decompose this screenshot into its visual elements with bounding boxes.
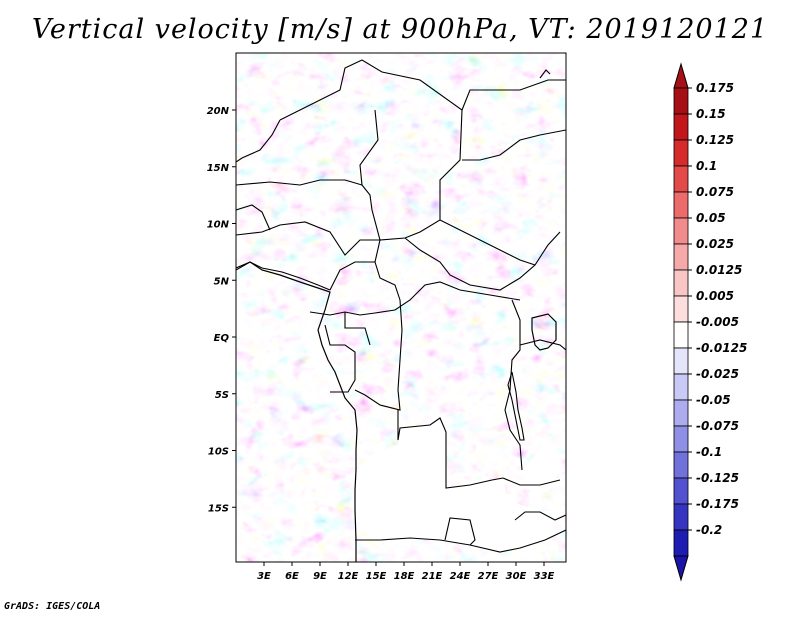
lon-tick-label: 21E <box>422 571 443 582</box>
colorbar-swatch <box>673 425 689 453</box>
colorbar-label: 0.1 <box>696 159 717 173</box>
colorbar-swatch <box>673 399 689 427</box>
colorbar-label: -0.175 <box>696 497 739 511</box>
colorbar-swatch <box>673 139 689 167</box>
colorbar-top-arrow <box>673 62 689 89</box>
map-title: Vertical velocity [m/s] at 900hPa, VT: 2… <box>31 14 769 45</box>
longitude-axis: 3E 6E 9E 12E 15E 18E 21E 24E 27E 30E 33E <box>257 562 555 582</box>
colorbar-swatch <box>673 347 689 375</box>
coastline <box>236 261 358 562</box>
lon-tick-label: 6E <box>285 571 299 582</box>
colorbar-swatch <box>673 321 689 349</box>
lat-tick-label: 15N <box>207 163 230 174</box>
colorbar-label: 0.075 <box>696 185 734 199</box>
colorbar-swatch <box>673 191 689 219</box>
lon-tick-label: 3E <box>257 571 271 582</box>
latitude-axis: 20N 15N 10N 5N EQ 5S 10S 15S <box>207 106 236 514</box>
colorbar-swatch <box>673 451 689 479</box>
lake-tanganyika <box>507 371 525 441</box>
lon-tick-label: 33E <box>534 571 555 582</box>
colorbar-swatch <box>673 269 689 297</box>
colorbar-swatch <box>673 477 689 505</box>
masked-terrain-area <box>355 418 555 552</box>
country-borders <box>236 59 566 553</box>
lon-tick-label: 27E <box>478 571 499 582</box>
colorbar-swatch <box>673 503 689 531</box>
colorbar-label: -0.005 <box>696 315 739 329</box>
lon-tick-label: 15E <box>366 571 387 582</box>
colorbar-label: -0.0125 <box>696 341 747 355</box>
colorbar: 0.175 0.15 0.125 0.1 0.075 0.05 0.025 0.0125 0.0… <box>673 62 747 582</box>
colorbar-label: -0.075 <box>696 419 739 433</box>
colorbar-swatch <box>673 165 689 193</box>
lon-tick-label: 9E <box>313 571 327 582</box>
colorbar-label: 0.05 <box>696 211 726 225</box>
lat-tick-label: 5S <box>215 390 229 401</box>
lon-tick-label: 30E <box>506 571 527 582</box>
colorbar-swatch <box>673 295 689 323</box>
colorbar-swatch <box>673 529 689 557</box>
colorbar-label: -0.1 <box>696 445 722 459</box>
lon-tick-label: 24E <box>450 571 471 582</box>
lat-tick-label: 20N <box>207 106 230 117</box>
colorbar-label: -0.05 <box>696 393 731 407</box>
colorbar-label: 0.005 <box>696 289 734 303</box>
lon-tick-label: 18E <box>394 571 415 582</box>
colorbar-swatch <box>673 87 689 115</box>
colorbar-label: 0.0125 <box>696 263 742 277</box>
lake-victoria <box>531 313 557 351</box>
lat-tick-label: EQ <box>214 333 230 344</box>
lon-tick-label: 12E <box>338 571 359 582</box>
colorbar-bottom-arrow <box>673 555 689 582</box>
colorbar-label: -0.125 <box>696 471 739 485</box>
colorbar-label: 0.15 <box>696 107 726 121</box>
colorbar-label: 0.125 <box>696 133 734 147</box>
colorbar-swatch <box>673 217 689 245</box>
colorbar-swatch <box>673 243 689 271</box>
lat-tick-label: 5N <box>214 276 230 287</box>
colorbar-swatch <box>673 113 689 141</box>
masked-lake-area <box>522 440 560 495</box>
lat-tick-label: 15S <box>208 503 229 514</box>
colorbar-label: -0.2 <box>696 523 722 537</box>
lat-tick-label: 10N <box>207 220 230 231</box>
colorbar-label: 0.175 <box>696 81 734 95</box>
lat-tick-label: 10S <box>208 447 229 458</box>
map-frame <box>235 52 567 563</box>
colorbar-label: -0.025 <box>696 367 739 381</box>
colorbar-label: 0.025 <box>696 237 734 251</box>
grads-footer: GrADS: IGES/COLA <box>4 601 101 612</box>
colorbar-swatch <box>673 373 689 401</box>
